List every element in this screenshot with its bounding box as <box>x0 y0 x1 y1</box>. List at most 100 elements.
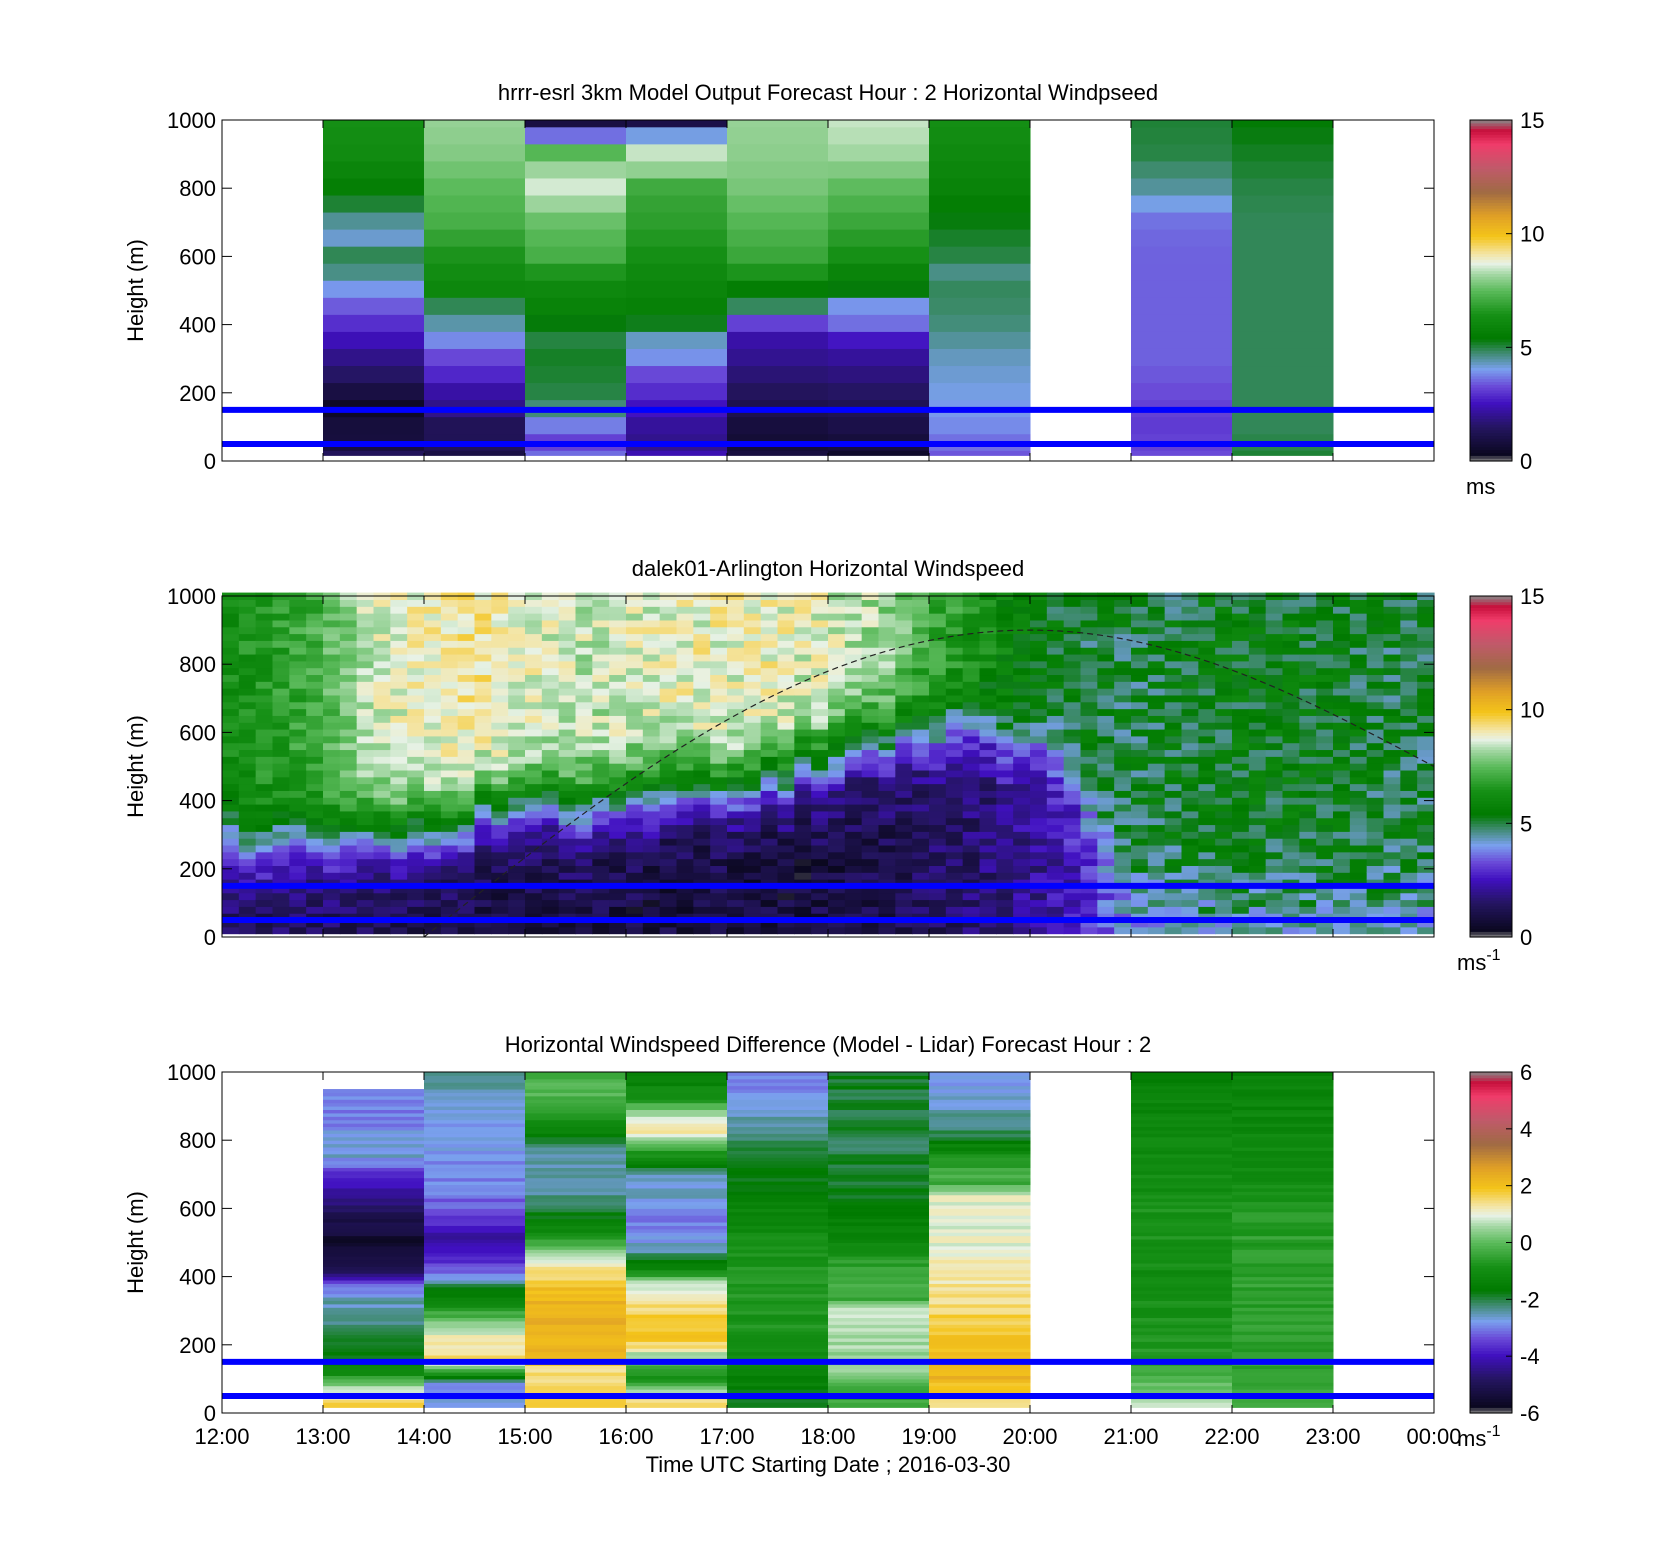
heatmap-cell <box>693 728 711 737</box>
heatmap-cell <box>407 735 425 744</box>
heatmap-cell <box>238 660 257 669</box>
heatmap-cell <box>1147 906 1166 914</box>
heatmap-cell <box>1097 694 1115 703</box>
heatmap-cell <box>727 1109 829 1114</box>
heatmap-cell <box>676 906 694 914</box>
heatmap-cell <box>272 626 290 635</box>
heatmap-cell <box>1063 804 1082 812</box>
heatmap-cell <box>861 742 880 751</box>
heatmap-cell <box>306 619 324 628</box>
heatmap-cell <box>339 879 358 887</box>
heatmap-cell <box>861 640 880 648</box>
heatmap-cell <box>743 872 762 880</box>
heatmap-cell <box>1097 919 1115 928</box>
heatmap-cell <box>1080 899 1098 907</box>
heatmap-cell <box>962 715 981 723</box>
heatmap-cell <box>811 872 829 880</box>
heatmap-cell <box>407 892 425 901</box>
heatmap-cell <box>323 1245 425 1250</box>
heatmap-cell <box>642 899 661 907</box>
heatmap-cell <box>1265 749 1284 757</box>
colorbar-swatch <box>1470 225 1512 229</box>
heatmap-cell <box>1349 797 1368 805</box>
heatmap-cell <box>828 1218 930 1223</box>
heatmap-cell <box>1282 701 1300 710</box>
heatmap-cell <box>1400 831 1418 839</box>
heatmap-cell <box>727 653 745 662</box>
heatmap-cell <box>272 783 290 791</box>
heatmap-cell <box>1400 728 1418 737</box>
heatmap-cell <box>222 919 240 928</box>
heatmap-cell <box>1265 872 1284 880</box>
heatmap-cell <box>1080 647 1098 655</box>
heatmap-cell <box>996 606 1014 614</box>
heatmap-cell <box>828 1160 930 1165</box>
heatmap-cell <box>1232 1389 1334 1394</box>
heatmap-cell <box>356 919 375 928</box>
heatmap-cell <box>609 783 627 791</box>
heatmap-cell <box>272 797 290 805</box>
heatmap-cell <box>996 769 1014 778</box>
heatmap-cell <box>1265 879 1284 887</box>
heatmap-cell <box>558 619 577 628</box>
heatmap-cell <box>828 1078 930 1083</box>
heatmap-cell <box>390 804 408 812</box>
heatmap-cell <box>828 382 930 401</box>
heatmap-cell <box>895 776 913 785</box>
heatmap-cell <box>289 851 307 860</box>
heatmap-cell <box>1400 838 1418 846</box>
heatmap-cell <box>1131 1389 1233 1394</box>
heatmap-cell <box>541 674 560 682</box>
heatmap-cell <box>609 865 627 873</box>
heatmap-cell <box>1181 892 1199 901</box>
heatmap-cell <box>626 804 644 812</box>
heatmap-cell <box>525 1215 627 1220</box>
heatmap-cell <box>508 851 526 860</box>
heatmap-cell <box>1282 844 1300 853</box>
heatmap-cell <box>962 606 981 614</box>
heatmap-cell <box>828 1126 930 1131</box>
heatmap-cell <box>373 667 391 676</box>
heatmap-cell <box>1114 667 1132 676</box>
heatmap-cell <box>861 906 880 914</box>
heatmap-cell <box>861 851 880 860</box>
heatmap-cell <box>743 599 762 607</box>
heatmap-cell <box>222 831 240 839</box>
heatmap-cell <box>929 1228 1031 1233</box>
heatmap-cell <box>777 885 795 894</box>
heatmap-cell <box>659 763 678 771</box>
heatmap-cell <box>895 653 913 662</box>
heatmap-cell <box>609 701 627 710</box>
heatmap-cell <box>1164 844 1183 853</box>
heatmap-cell <box>323 1252 425 1257</box>
heatmap-cell <box>710 810 728 819</box>
heatmap-cell <box>794 640 812 648</box>
colorbar-swatch <box>1470 777 1512 782</box>
heatmap-cell <box>626 1228 728 1233</box>
heatmap-cell <box>1232 382 1334 401</box>
heatmap-cell <box>1316 817 1334 826</box>
heatmap-cell <box>962 844 981 853</box>
heatmap-cell <box>945 694 964 703</box>
heatmap-cell <box>929 899 947 907</box>
heatmap-cell <box>1013 728 1031 737</box>
heatmap-cell <box>525 728 543 737</box>
heatmap-cell <box>929 1375 1031 1380</box>
heatmap-cell <box>1417 626 1435 635</box>
heatmap-cell <box>844 647 863 655</box>
heatmap-cell <box>1333 619 1351 628</box>
heatmap-cell <box>743 858 762 866</box>
heatmap-cell <box>525 1085 627 1090</box>
heatmap-cell <box>979 851 997 860</box>
heatmap-cell <box>356 913 375 921</box>
heatmap-cell <box>878 613 896 621</box>
heatmap-cell <box>440 831 459 839</box>
heatmap-cell <box>844 728 863 737</box>
heatmap-cell <box>1046 892 1065 901</box>
heatmap-cell <box>1232 865 1250 873</box>
colorbar-swatch <box>1470 202 1512 206</box>
heatmap-cell <box>727 619 745 628</box>
heatmap-cell <box>878 783 896 791</box>
heatmap-cell <box>1299 824 1317 832</box>
heatmap-cell <box>1417 804 1435 812</box>
